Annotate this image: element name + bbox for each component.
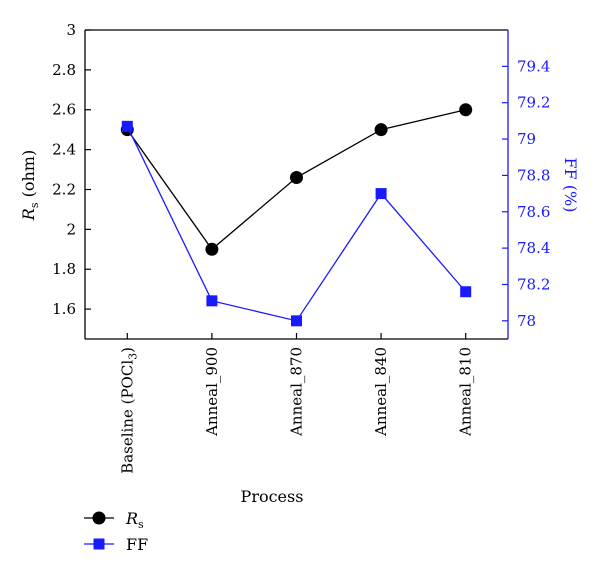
right-tick-label: 78 [517, 312, 536, 330]
x-axis-title: Process [241, 487, 304, 506]
data-point-ff [291, 315, 302, 327]
x-axis-ticks: Baseline (POCl3) Anneal_900 Anneal_870 Anne… [118, 333, 475, 474]
data-point-rs [374, 123, 388, 137]
legend: Rs FF [84, 509, 148, 554]
data-point-ff [121, 120, 133, 132]
left-tick-label: 2.8 [52, 61, 76, 79]
y-axis-left-title: Rs (ohm) [19, 150, 41, 221]
left-tick-label: 1.8 [52, 260, 76, 278]
plot-frame [84, 29, 509, 340]
left-tick-label: 2.4 [52, 141, 76, 159]
legend-ff-label: FF [126, 535, 148, 554]
right-tick-label: 79 [517, 130, 536, 148]
legend-item-rs: Rs [84, 509, 144, 531]
legend-ff-marker [93, 538, 105, 550]
right-y-axis-ticks: 78 78.2 78.4 78.6 78.8 79 79.2 79.4 [502, 57, 550, 330]
x-tick-label: Anneal_870 [288, 347, 306, 437]
data-point-rs [459, 103, 473, 117]
x-tick-label: Anneal_900 [203, 347, 221, 437]
data-point-rs [290, 171, 303, 185]
x-tick-label: Anneal_810 [457, 347, 475, 437]
x-tick-label: Anneal_840 [372, 347, 390, 437]
data-point-ff [375, 188, 387, 200]
left-tick-label: 2.6 [52, 101, 76, 119]
right-tick-label: 78.6 [517, 203, 550, 221]
left-tick-label: 2.2 [52, 180, 76, 198]
left-tick-label: 2 [66, 220, 76, 238]
right-tick-label: 78.4 [517, 239, 550, 257]
data-point-ff [460, 286, 472, 298]
data-point-rs [205, 242, 219, 256]
x-tick-label: Baseline (POCl3) [118, 347, 139, 474]
data-point-ff [206, 295, 218, 307]
left-tick-label: 1.6 [52, 300, 76, 318]
series-layer [120, 103, 473, 327]
right-tick-label: 78.2 [517, 275, 550, 293]
legend-rs-label: Rs [125, 509, 144, 531]
legend-rs-marker [92, 511, 106, 525]
series-line-ff [126, 126, 467, 322]
left-y-axis-ticks: 1.6 1.8 2 2.2 2.4 2.6 2.8 3 [52, 21, 91, 318]
legend-item-ff: FF [84, 535, 148, 554]
right-tick-label: 78.8 [517, 166, 550, 184]
right-tick-label: 79.4 [517, 57, 550, 75]
y-axis-right-title: FF (%) [561, 158, 580, 213]
left-tick-label: 3 [66, 21, 76, 39]
right-tick-label: 79.2 [517, 94, 550, 112]
